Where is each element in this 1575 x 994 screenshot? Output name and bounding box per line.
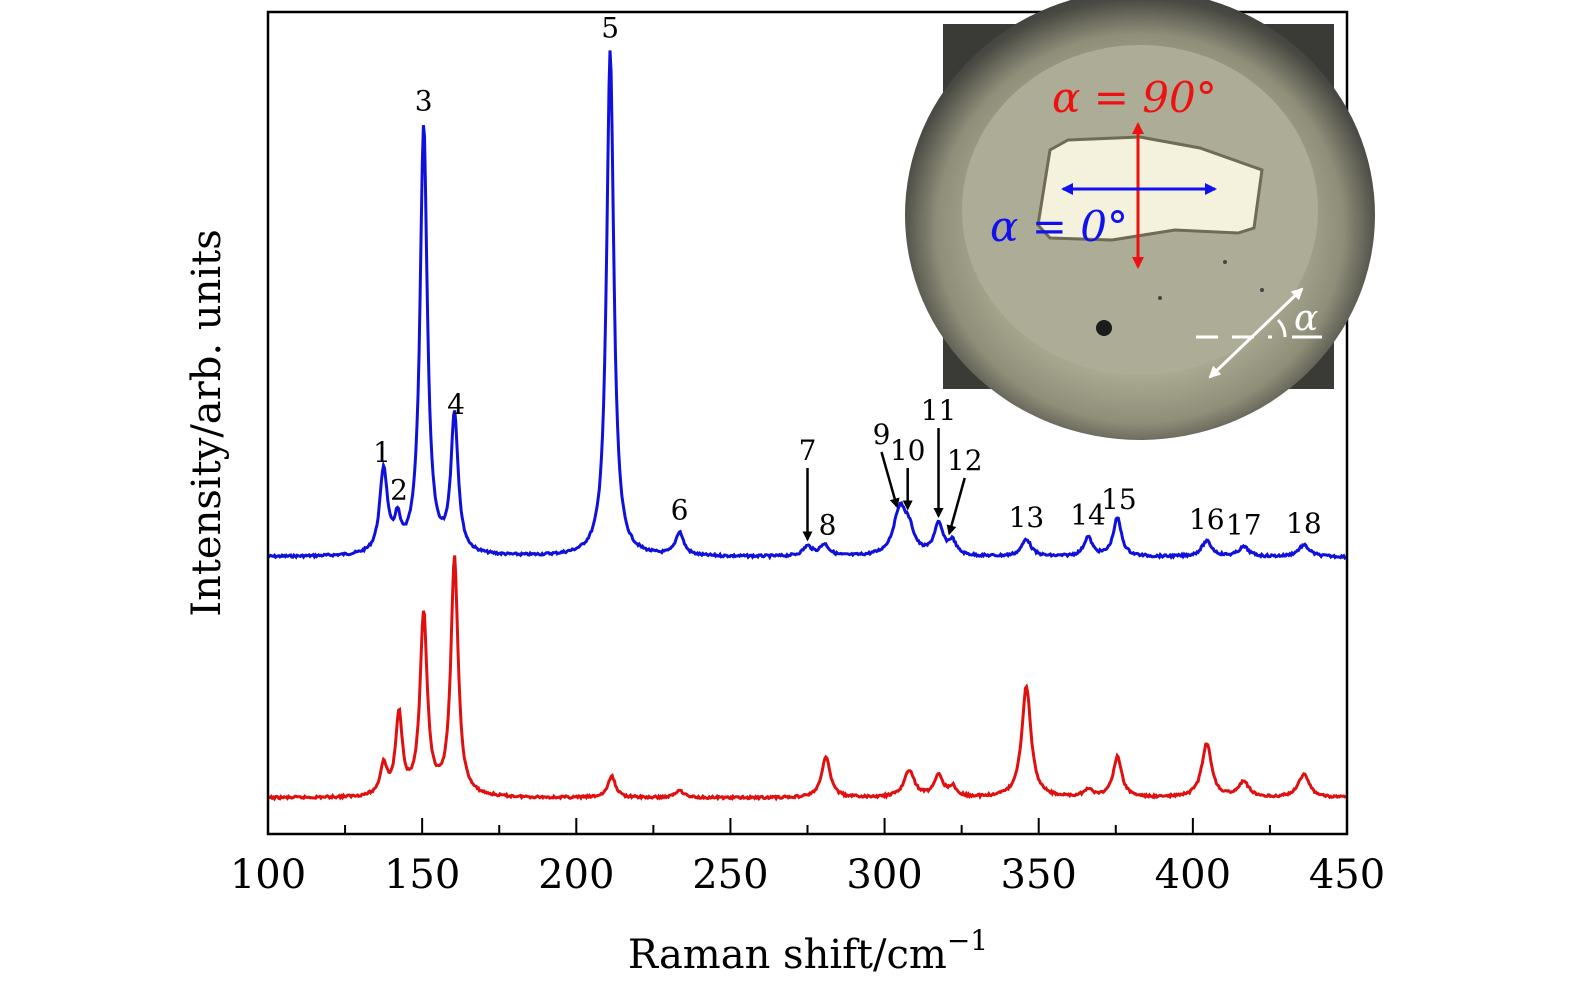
label-alpha: α [1294, 298, 1318, 339]
peak-label-15: 15 [1101, 483, 1137, 516]
plot-frame [266, 10, 1349, 836]
x-tick-label: 400 [1155, 852, 1231, 898]
x-tick-label: 350 [1001, 852, 1077, 898]
peak-label-14: 14 [1070, 498, 1106, 531]
peak-label-9: 9 [873, 418, 891, 451]
peak-label-7: 7 [799, 434, 817, 467]
series-group [266, 50, 1348, 802]
peak-label-1: 1 [373, 436, 391, 469]
peak-label-2: 2 [390, 474, 408, 507]
peak-label-6: 6 [671, 494, 689, 527]
peak-label-18: 18 [1286, 507, 1322, 540]
peak-label-4: 4 [447, 388, 465, 421]
peak-label-13: 13 [1009, 501, 1045, 534]
x-axis-ticks [267, 818, 1348, 834]
peak-label-3: 3 [415, 84, 433, 117]
x-tick-label: 200 [538, 852, 614, 898]
peak-arrow-12 [946, 477, 966, 536]
label-alpha-0: α = 0° [990, 202, 1128, 251]
peak-label-10: 10 [890, 434, 926, 467]
series-line-blue [267, 50, 1348, 561]
peak-arrow-9 [880, 451, 900, 509]
peak-label-12: 12 [947, 444, 983, 477]
x-axis-tick-labels: 100 150 200 250 300 350 400 450 [230, 852, 1385, 898]
angle-arc [1276, 318, 1287, 338]
x-tick-label: 150 [384, 852, 460, 898]
series-line-red [266, 555, 1347, 802]
polarizer-arrow [1208, 287, 1304, 379]
x-tick-label: 450 [1309, 852, 1385, 898]
peak-label-11: 11 [921, 394, 957, 427]
x-tick-label: 250 [692, 852, 768, 898]
peak-label-8: 8 [819, 508, 837, 541]
x-tick-label: 300 [846, 852, 922, 898]
x-tick-label: 100 [230, 852, 306, 898]
x-axis-title: Raman shift/cm−1 [628, 924, 988, 978]
label-alpha-90: α = 90° [1052, 73, 1217, 122]
peak-label-5: 5 [601, 12, 619, 45]
y-axis-title: Intensity/arb. units [184, 229, 230, 616]
peak-label-16: 16 [1189, 503, 1225, 536]
peak-label-17: 17 [1226, 509, 1262, 542]
inset-micrograph: α = 90° α = 0° α [905, 0, 1375, 440]
